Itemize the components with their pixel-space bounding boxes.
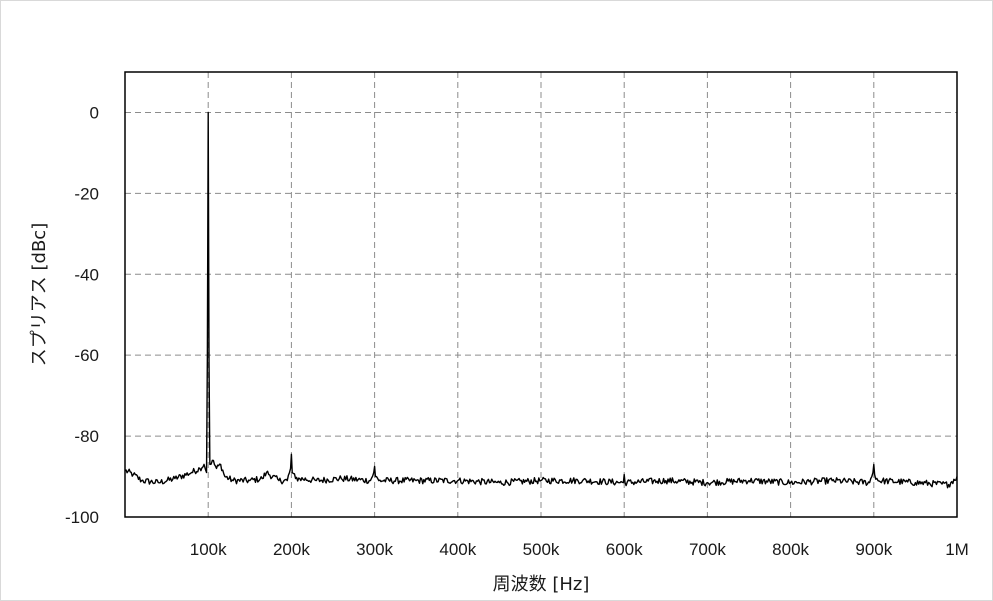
x-tick-label: 1M (945, 540, 969, 559)
x-tick-label: 700k (689, 540, 726, 559)
x-axis-title: 周波数 [Hz] (493, 574, 590, 595)
grid-lines (125, 72, 957, 517)
y-axis-title: スプリアス [dBc] (29, 223, 50, 366)
x-tick-label: 500k (523, 540, 560, 559)
x-tick-label: 300k (356, 540, 393, 559)
x-tick-label: 600k (606, 540, 643, 559)
x-axis-tick-labels: 100k 200k 300k 400k 500k 600k 700k 800k 900k 1M (190, 540, 969, 559)
x-tick-label: 900k (855, 540, 892, 559)
x-tick-label: 400k (439, 540, 476, 559)
spectrum-trace (124, 111, 958, 489)
y-tick-label: 0 (90, 103, 99, 122)
y-tick-label: -60 (74, 346, 99, 365)
y-axis-tick-labels: 0 -20 -40 -60 -80 -100 (65, 103, 99, 527)
y-tick-label: -80 (74, 427, 99, 446)
y-tick-label: -100 (65, 508, 99, 527)
plot-area-border (124, 71, 958, 518)
y-tick-label: -20 (74, 184, 99, 203)
x-tick-label: 100k (190, 540, 227, 559)
x-tick-label: 200k (273, 540, 310, 559)
x-tick-label: 800k (772, 540, 809, 559)
y-tick-label: -40 (74, 265, 99, 284)
trace-layer (124, 111, 958, 489)
